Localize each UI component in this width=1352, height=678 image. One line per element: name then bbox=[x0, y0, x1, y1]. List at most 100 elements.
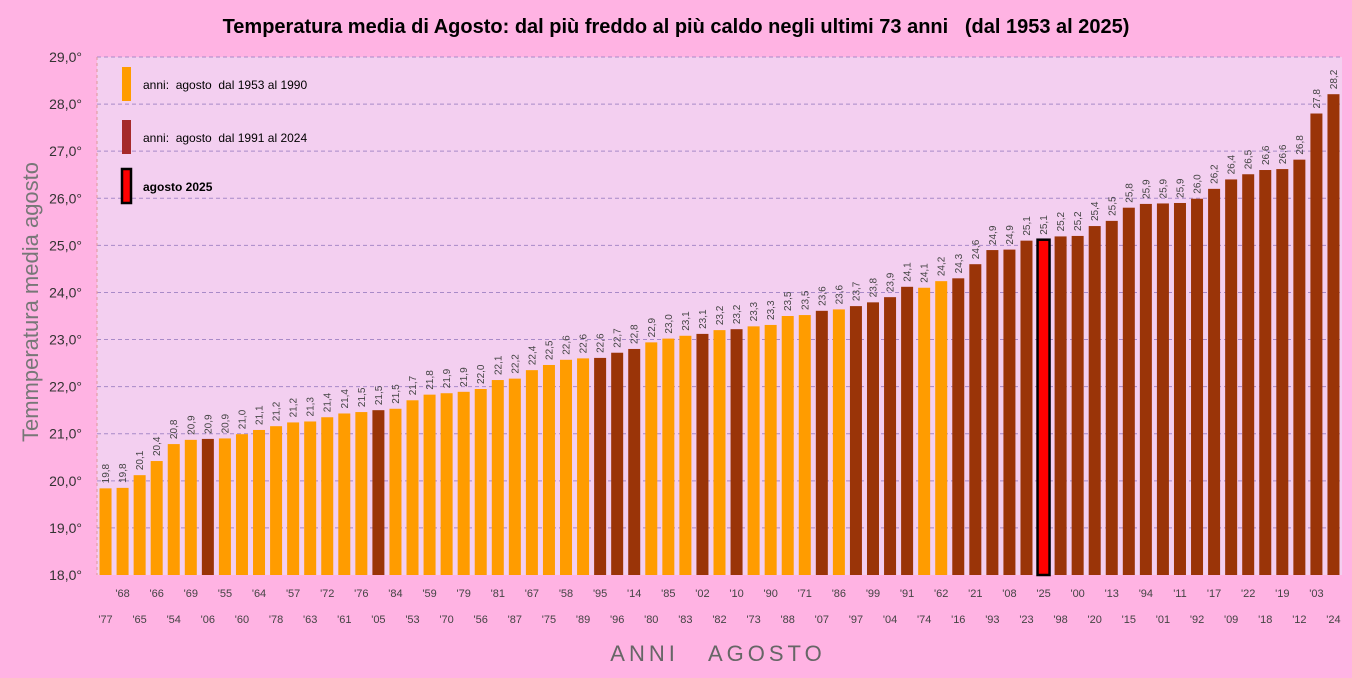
bar bbox=[235, 434, 248, 575]
bar bbox=[935, 281, 948, 575]
data-label: 23,3 bbox=[766, 300, 777, 320]
data-label: 21,9 bbox=[459, 367, 470, 387]
bar bbox=[1036, 238, 1051, 577]
bar bbox=[1242, 174, 1255, 576]
data-label: 26,8 bbox=[1295, 135, 1306, 155]
data-label: 20,8 bbox=[169, 419, 180, 439]
x-tick-label: '57 bbox=[286, 588, 300, 600]
x-tick-label: '85 bbox=[661, 588, 675, 600]
bar bbox=[355, 412, 368, 575]
bar bbox=[798, 315, 811, 575]
x-tick-label: '80 bbox=[644, 614, 658, 626]
data-label: 26,2 bbox=[1210, 164, 1221, 184]
bar bbox=[406, 400, 419, 575]
data-label: 25,1 bbox=[1039, 215, 1050, 235]
x-tick-label: '23 bbox=[1019, 614, 1033, 626]
bar bbox=[167, 444, 180, 575]
x-tick-label: '70 bbox=[439, 614, 453, 626]
x-tick-label: '73 bbox=[746, 614, 760, 626]
bar bbox=[1088, 226, 1101, 575]
bar bbox=[901, 286, 914, 575]
data-label: 20,4 bbox=[152, 436, 163, 456]
bar bbox=[747, 326, 760, 575]
data-label: 25,5 bbox=[1107, 196, 1118, 216]
x-tick-label: '61 bbox=[337, 614, 351, 626]
x-tick-label: '15 bbox=[1122, 614, 1136, 626]
data-label: 19,8 bbox=[118, 463, 129, 483]
y-axis-label: Temmperatura media agosto bbox=[18, 162, 43, 442]
data-label: 24,1 bbox=[920, 263, 931, 283]
x-tick-label: '79 bbox=[457, 588, 471, 600]
data-label: 22,6 bbox=[579, 333, 590, 353]
bar bbox=[849, 306, 862, 575]
data-label: 23,3 bbox=[749, 301, 760, 321]
bar bbox=[713, 330, 726, 575]
bar bbox=[1293, 159, 1306, 575]
data-label: 21,1 bbox=[255, 405, 266, 425]
x-tick-label: '92 bbox=[1190, 614, 1204, 626]
data-label: 23,2 bbox=[715, 305, 726, 325]
data-label: 22,6 bbox=[596, 333, 607, 353]
bar bbox=[594, 357, 607, 575]
x-tick-label: '83 bbox=[678, 614, 692, 626]
data-label: 24,9 bbox=[988, 225, 999, 245]
x-tick-label: '08 bbox=[1002, 588, 1016, 600]
data-label: 25,8 bbox=[1124, 183, 1135, 203]
data-label: 25,9 bbox=[1141, 179, 1152, 199]
bar bbox=[1071, 235, 1084, 576]
x-tick-label: '10 bbox=[729, 588, 743, 600]
bar bbox=[1139, 203, 1152, 575]
legend-label: anni: agosto dal 1953 al 1990 bbox=[143, 78, 307, 92]
data-label: 25,2 bbox=[1073, 211, 1084, 231]
bar bbox=[218, 438, 231, 575]
data-label: 26,6 bbox=[1278, 144, 1289, 164]
x-tick-label: '11 bbox=[1173, 588, 1187, 600]
data-label: 21,5 bbox=[391, 384, 402, 404]
data-label: 27,8 bbox=[1312, 89, 1323, 109]
bar bbox=[1276, 169, 1289, 576]
data-label: 23,9 bbox=[886, 272, 897, 292]
x-tick-label: '66 bbox=[150, 588, 164, 600]
bar bbox=[184, 439, 197, 575]
data-label: 24,6 bbox=[971, 239, 982, 259]
data-label: 21,0 bbox=[237, 409, 248, 429]
bar bbox=[321, 417, 334, 575]
bar bbox=[133, 475, 146, 575]
y-tick-label: 28,0° bbox=[49, 96, 82, 112]
x-tick-label: '16 bbox=[951, 614, 965, 626]
bar bbox=[1173, 202, 1186, 575]
data-label: 26,5 bbox=[1244, 149, 1255, 169]
data-label: 21,5 bbox=[357, 387, 368, 407]
data-label: 20,1 bbox=[135, 450, 146, 470]
data-label: 25,1 bbox=[1022, 216, 1033, 236]
x-tick-label: '91 bbox=[900, 588, 914, 600]
x-tick-label: '07 bbox=[815, 614, 829, 626]
bar bbox=[866, 302, 879, 575]
x-tick-label: '94 bbox=[1139, 588, 1153, 600]
x-tick-label: '04 bbox=[883, 614, 897, 626]
x-tick-label: '68 bbox=[115, 588, 129, 600]
data-label: 21,4 bbox=[340, 389, 351, 409]
x-tick-label: '78 bbox=[269, 614, 283, 626]
data-label: 21,8 bbox=[425, 370, 436, 390]
data-label: 23,0 bbox=[664, 314, 675, 334]
x-tick-label: '25 bbox=[1036, 588, 1050, 600]
bar bbox=[884, 297, 897, 575]
bar bbox=[1259, 170, 1272, 575]
x-tick-label: '59 bbox=[422, 588, 436, 600]
data-label: 23,2 bbox=[732, 304, 743, 324]
bar bbox=[201, 438, 214, 575]
x-tick-label: '22 bbox=[1241, 588, 1255, 600]
bar bbox=[577, 358, 590, 575]
y-tick-label: 18,0° bbox=[49, 567, 82, 583]
y-tick-label: 25,0° bbox=[49, 237, 82, 253]
data-label: 22,0 bbox=[476, 364, 487, 384]
data-label: 23,5 bbox=[800, 290, 811, 310]
x-tick-label: '06 bbox=[201, 614, 215, 626]
y-tick-label: 23,0° bbox=[49, 332, 82, 348]
x-tick-label: '87 bbox=[508, 614, 522, 626]
bar bbox=[628, 348, 641, 575]
x-tick-label: '88 bbox=[781, 614, 795, 626]
x-tick-label: '60 bbox=[235, 614, 249, 626]
y-tick-label: 20,0° bbox=[49, 473, 82, 489]
